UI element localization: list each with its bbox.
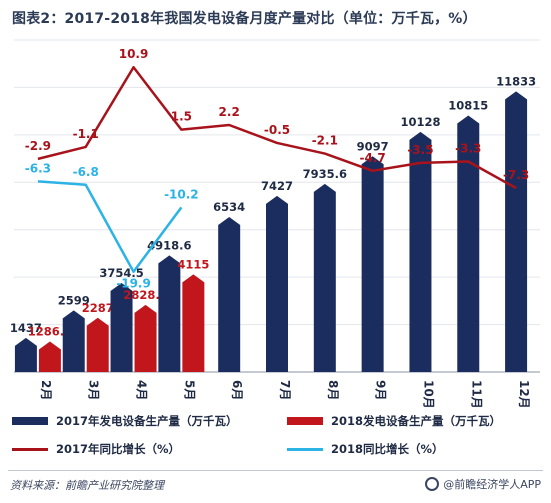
brand-logo-icon	[425, 477, 440, 491]
bar-label-2017: 10815	[448, 99, 488, 113]
series-line-2017	[37, 65, 517, 190]
bar-label-2018: 2287	[82, 301, 114, 315]
x-tick-label: 8月	[326, 380, 340, 400]
bar-2018	[134, 304, 157, 372]
line-label-2017: 1.5	[171, 110, 192, 124]
x-tick-label: 2月	[39, 380, 53, 400]
x-tick-label: 6月	[230, 380, 244, 400]
bar-2017	[62, 310, 85, 372]
line-label-2017: -0.5	[264, 123, 290, 137]
line-label-2017: -4.7	[360, 151, 386, 165]
bar-2017	[110, 282, 133, 372]
line-label-2017: -7.3	[503, 168, 529, 182]
bar-2017	[457, 115, 480, 372]
x-tick-label: 3月	[87, 380, 101, 400]
bar-2017	[158, 255, 181, 372]
chart-canvas: 14371286.92月259922873月3754.52828.24月4918…	[10, 39, 540, 409]
bar-label-2017: 10128	[400, 115, 440, 129]
bar-label-2017: 4918.6	[147, 238, 191, 252]
brand-credit: @前瞻经济学人APP	[425, 476, 541, 492]
bar-label-2017: 11833	[496, 74, 536, 88]
line-label-2017: -2.9	[25, 139, 51, 153]
line-label-2018: -10.2	[164, 187, 199, 201]
bar-label-2018: 1286.9	[28, 324, 72, 338]
legend-label-line-2018: 2018同比增长（%）	[331, 442, 444, 456]
line-label-2017: -1.1	[73, 127, 99, 141]
legend-swatch-line-2018	[287, 447, 323, 451]
legend-bar-2017: 2017年发电设备生产量（万千瓦）	[12, 413, 238, 429]
chart-title: 图表2：2017-2018年我国发电设备月度产量对比（单位：万千瓦，%）	[12, 11, 477, 27]
bar-2017	[14, 337, 37, 372]
bar-label-2018: 2828.2	[123, 288, 167, 302]
bar-2017	[409, 131, 432, 372]
line-label-2017: -3.5	[407, 143, 433, 157]
line-label-2018: -6.8	[73, 165, 99, 179]
x-tick-label: 4月	[135, 380, 149, 400]
legend-swatch-bar-2017	[12, 417, 48, 425]
bar-2017	[361, 156, 384, 372]
x-tick-label: 12月	[517, 380, 531, 409]
line-label-2017: 2.2	[219, 105, 240, 119]
brand-label: @前瞻经济学人APP	[443, 478, 541, 491]
x-tick-label: 11月	[469, 380, 483, 409]
line-label-2018: -6.3	[25, 161, 51, 175]
x-tick-label: 10月	[421, 380, 435, 409]
bar-label-2018: 4115	[177, 257, 209, 271]
legend-label-bar-2017: 2017年发电设备生产量（万千瓦）	[56, 414, 238, 428]
line-label-2017: -3.3	[455, 142, 481, 156]
legend-swatch-bar-2018	[287, 417, 323, 425]
bar-label-2017: 7427	[261, 179, 293, 193]
bar-2017	[505, 91, 528, 372]
x-tick-label: 7月	[278, 380, 292, 400]
bar-2018	[182, 274, 205, 372]
line-label-2017: 10.9	[119, 47, 149, 61]
x-tick-label: 9月	[374, 380, 388, 400]
bar-2017	[266, 195, 288, 372]
line-label-2017: -2.1	[312, 134, 338, 148]
x-tick-label: 5月	[182, 380, 196, 400]
bar-2017	[313, 183, 336, 372]
legend-swatch-line-2017	[12, 447, 48, 451]
line-label-2018: -19.9	[116, 277, 151, 291]
bar-label-2017: 9097	[357, 139, 389, 153]
legend-bar-2018: 2018发电设备生产量（万千瓦）	[287, 413, 501, 429]
series-line-2018	[37, 180, 183, 273]
bar-2018	[86, 317, 109, 372]
legend-label-bar-2018: 2018发电设备生产量（万千瓦）	[331, 414, 502, 428]
bar-label-2017: 1437	[10, 321, 42, 335]
legend-label-line-2017: 2017年同比增长（%）	[56, 442, 181, 456]
bar-label-2017: 7935.6	[303, 167, 347, 181]
legend-line-2017: 2017年同比增长（%）	[12, 441, 180, 457]
bar-label-2017: 6534	[213, 200, 245, 214]
bar-label-2017: 2599	[58, 293, 90, 307]
bar-2017	[218, 217, 241, 372]
legend-line-2018: 2018同比增长（%）	[287, 441, 444, 457]
footer-divider	[8, 470, 543, 471]
source-note: 资料来源：前瞻产业研究院整理	[10, 479, 164, 492]
bar-2018	[38, 341, 61, 372]
